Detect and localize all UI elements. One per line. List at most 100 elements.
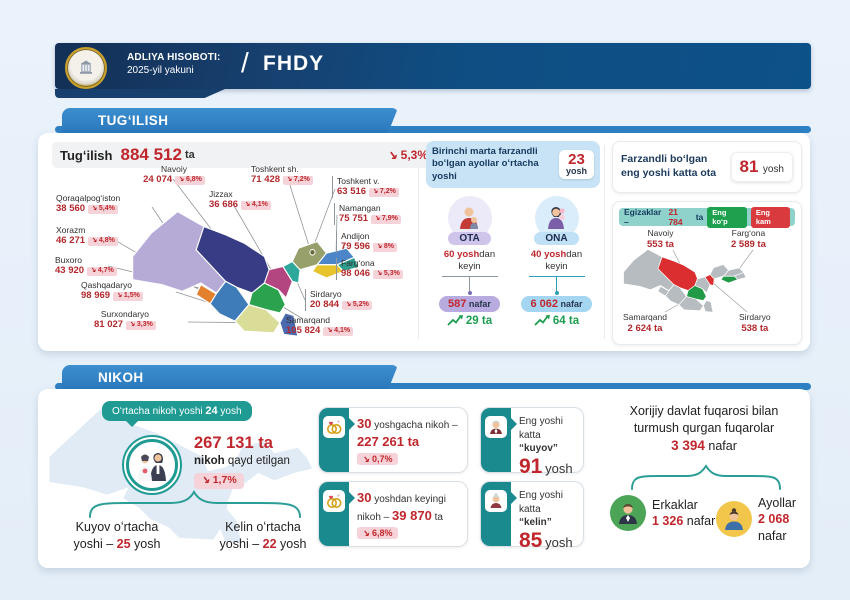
down-trend-icon [345, 301, 353, 308]
men-label: Erkaklar [652, 497, 698, 512]
avg-marriage-bubble: Oʻrtacha nikoh yoshi 24 yosh [102, 401, 252, 427]
down-trend-icon [286, 176, 294, 183]
birth-total-label: Tugʻilish [60, 147, 113, 163]
down-trend-icon [201, 474, 213, 486]
mother-count-pill: 6 062 nafar [521, 296, 592, 313]
birth-total-value: 884 512 [120, 145, 182, 164]
region-label: Andijon 79 5968% [336, 231, 397, 253]
father-label: OTA [448, 232, 491, 246]
twins-label: Egizaklar – [624, 207, 662, 227]
report-title: ADLIYA HISOBOTI: 2025-yil yakuni [127, 51, 221, 77]
man-avatar-icon [610, 495, 646, 531]
marriage-card: Oʻrtacha nikoh yoshi 24 yosh 267 131 ta … [38, 389, 810, 568]
oldest-groom-card: Eng yoshi katta “kuyov” 91 yosh [480, 407, 584, 477]
mother-column: ONA 40 yoshdan keyin 6 062 nafar [513, 196, 600, 327]
woman-avatar-icon [716, 501, 752, 538]
foreign-marriage-title: Xorijiy davlat fuqarosi bilan turmush qu… [629, 404, 779, 453]
father-count-pill: 587 nafar [439, 296, 500, 313]
uzbekistan-map [107, 178, 360, 337]
birth-right-panel: Farzandli boʻlgan eng yoshi katta ota 81… [612, 141, 802, 345]
down-trend-icon [90, 267, 98, 274]
father-delta: 29 ta [447, 315, 492, 327]
report-title-line1: ADLIYA HISOBOTI: [127, 52, 221, 63]
birth-total-strip: Tugʻilish 884 512 ta 5,3% [52, 142, 436, 168]
region-label: Qashqadaryo 98 9691,5% [81, 280, 143, 302]
foreign-men-group: Erkaklar 1 326 nafar [610, 495, 715, 531]
oldest-father-age: 81 [739, 157, 759, 176]
wedding-rings-icon [323, 490, 345, 512]
down-trend-icon [374, 215, 382, 222]
oldest-father-age-box: 81 yosh [730, 152, 793, 182]
down-trend-icon [372, 188, 380, 195]
down-trend-icon [244, 201, 252, 208]
up-trend-icon [447, 315, 463, 326]
groom-avg-label: Kuyov oʻrtacha yoshi – 25 yosh [73, 520, 161, 551]
down-trend-badge: 6,8% [357, 527, 398, 540]
up-trend-icon [534, 315, 550, 326]
down-trend-icon [178, 176, 186, 183]
region-label: Sirdaryo 20 8445,2% [305, 289, 372, 311]
women-label: Ayollar [758, 496, 796, 510]
twins-region-label: Navoiy 553 ta [647, 228, 674, 250]
first-child-title-line2: boʻlgan ayollar oʻrtacha yoshi [432, 158, 539, 182]
region-label: Toshkent v. 63 5167,2% [332, 176, 399, 198]
marriage-total-value: 267 131 ta [194, 434, 273, 452]
down-trend-icon [362, 528, 372, 538]
most-badge: Eng koʻp [707, 206, 747, 228]
down-trend-badge: 6,8% [175, 176, 205, 185]
first-child-panel: Birinchi marta farzandli boʻlgan ayollar… [426, 141, 600, 345]
under30-card: 30 yoshgacha nikoh – 227 261 ta 0,7% [318, 407, 468, 473]
down-trend-icon [91, 205, 99, 212]
header-bar: ADLIYA HISOBOTI: 2025-yil yakuni / FHDY [55, 43, 811, 98]
twins-value: 21 784 [668, 207, 683, 227]
region-label: Toshkent sh. 71 4287,2% [251, 164, 313, 186]
birth-map-zone: Navoiy 24 0746,8% Toshkent sh. 71 4287,2… [48, 163, 444, 349]
twins-card: Egizaklar – 21 784 ta Eng koʻp Eng kam [612, 201, 802, 345]
birth-total-unit: ta [184, 149, 195, 161]
avg-age-value: 23 [568, 151, 585, 169]
region-label: Xorazm 46 2714,8% [56, 225, 118, 247]
region-label: Samarqand 105 8244,1% [286, 315, 354, 337]
region-label: Surxondaryo 81 0273,3% [94, 309, 156, 331]
down-trend-badge: 0,7% [357, 453, 398, 466]
marriage-section-bar [55, 383, 811, 390]
marriage-change-badge: 1,7% [194, 473, 244, 490]
mother-label: ONA [534, 232, 579, 246]
ministry-emblem-icon [65, 47, 107, 89]
brand-title: FHDY [263, 52, 325, 75]
region-label: Namangan 75 7517,9% [334, 203, 401, 225]
birth-section-bar [55, 126, 811, 133]
oldest-father-age-unit: yosh [762, 164, 784, 175]
brace-left [89, 489, 301, 518]
twins-map [623, 249, 754, 313]
mother-delta: 64 ta [534, 315, 579, 327]
region-label: Fargʻona 98 0465,3% [336, 258, 403, 280]
birth-total-change: 5,3% [387, 148, 428, 162]
region-label: Jizzax 36 6864,1% [209, 189, 271, 211]
down-trend-icon [326, 327, 334, 334]
down-trend-icon [387, 148, 400, 162]
down-trend-icon [362, 454, 372, 464]
down-trend-icon [129, 321, 137, 328]
marriage-section-tab: NIKOH [62, 365, 398, 390]
down-trend-icon [376, 270, 384, 277]
region-label: Navoiy 24 0746,8% [128, 164, 220, 186]
twins-region-label: Fargʻona 2 589 ta [731, 228, 766, 250]
avg-age-unit: yosh [565, 166, 587, 177]
twins-region-label: Samarqand 2 624 ta [623, 312, 667, 334]
avg-age-box: 23 yosh [558, 150, 594, 179]
header-wedge [55, 89, 225, 98]
couple-icon [122, 435, 182, 495]
header-divider: / [241, 47, 249, 78]
foreign-women-group: Ayollar 2 068 nafar [716, 495, 810, 544]
twins-unit: ta [695, 212, 704, 222]
birth-section-tab: TUGʻILISH [62, 108, 398, 133]
region-label: Qoraqalpogʻiston 38 5605,4% [56, 193, 120, 215]
down-trend-icon [116, 292, 124, 299]
wedding-rings-icon [323, 416, 345, 438]
marriage-total: 267 131 ta nikoh qayd etilgan 1,7% [194, 433, 290, 490]
brace-right [631, 464, 781, 490]
first-child-title-line1: Birinchi marta farzandli [432, 146, 538, 157]
oldest-bride-card: Eng yoshi katta “kelin” 85 yosh [480, 481, 584, 551]
